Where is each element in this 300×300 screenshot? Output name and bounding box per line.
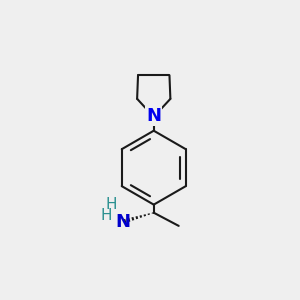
Text: N: N	[116, 213, 130, 231]
Text: H: H	[100, 208, 112, 223]
Text: H: H	[106, 197, 117, 212]
Text: N: N	[146, 107, 161, 125]
